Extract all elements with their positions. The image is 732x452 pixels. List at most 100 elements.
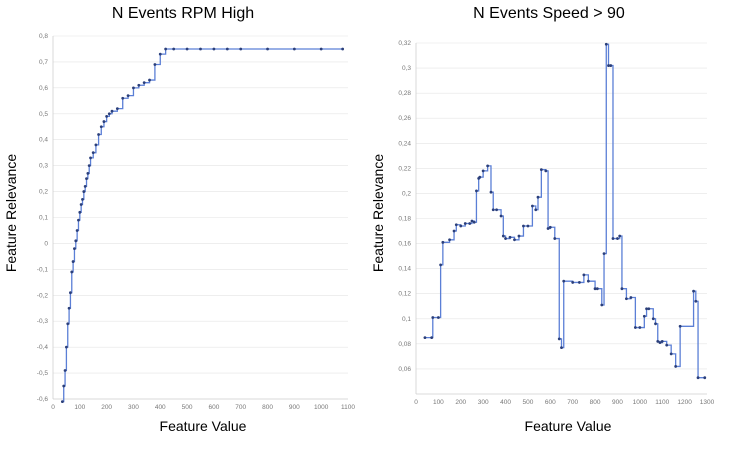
data-point	[504, 237, 507, 240]
data-point	[212, 47, 216, 51]
x-tick-label: 200	[455, 399, 466, 406]
data-point	[75, 229, 79, 232]
y-tick-label: -0,6	[37, 396, 49, 403]
data-point	[73, 247, 76, 251]
data-point	[225, 47, 229, 51]
x-tick-label: 400	[155, 404, 166, 411]
data-point	[654, 322, 657, 326]
data-point	[616, 237, 619, 240]
data-point	[452, 229, 456, 233]
data-point	[571, 281, 575, 284]
data-point	[669, 352, 673, 356]
data-point	[82, 190, 86, 193]
y-tick-label: -0,2	[37, 292, 49, 299]
data-point	[148, 78, 151, 82]
y-tick-label: -0,3	[37, 318, 49, 325]
data-point	[578, 281, 581, 284]
data-point	[609, 64, 613, 67]
data-point	[638, 326, 642, 329]
data-point	[620, 287, 624, 291]
data-point	[593, 287, 597, 291]
data-point	[423, 336, 427, 339]
data-point	[607, 64, 610, 67]
y-tick-label: 0,24	[398, 140, 411, 147]
data-point	[508, 235, 512, 239]
data-point	[692, 289, 695, 293]
y-tick-label: 0,14	[398, 266, 411, 273]
data-point	[430, 336, 434, 339]
y-tick-label: 0,12	[398, 291, 411, 298]
data-point	[665, 343, 669, 347]
data-point	[60, 400, 64, 403]
data-point	[153, 63, 157, 66]
y-tick-label: 0,26	[398, 115, 411, 122]
data-point	[557, 337, 561, 341]
data-point	[647, 307, 651, 311]
data-point	[319, 47, 323, 51]
data-point	[463, 222, 467, 225]
data-point	[472, 220, 476, 224]
y-tick-label: 0,18	[398, 216, 411, 223]
x-tick-label: 1000	[633, 399, 648, 406]
data-point	[499, 214, 503, 218]
x-axis-title: Feature Value	[159, 418, 247, 434]
y-tick-label: 0,7	[39, 59, 48, 66]
data-point	[625, 297, 628, 301]
x-tick-label: 100	[74, 404, 85, 411]
x-tick-label: 700	[235, 404, 246, 411]
data-point	[454, 223, 458, 227]
data-point	[544, 169, 548, 173]
data-point	[91, 151, 95, 155]
x-tick-label: 800	[262, 404, 273, 411]
data-point	[87, 164, 91, 168]
data-point	[74, 239, 78, 243]
data-point	[586, 279, 590, 283]
y-tick-label: 0,3	[39, 163, 48, 170]
data-point	[85, 177, 88, 181]
data-point	[531, 204, 534, 208]
chart-right-panel: N Events Speed > 90 0,06 0,08 0,1 0,12 0,14 0…	[366, 0, 732, 452]
data-point	[142, 81, 146, 85]
data-point	[703, 376, 707, 380]
x-tick-label: 500	[522, 399, 533, 406]
x-tick-label: 0	[51, 404, 55, 411]
x-tick-label: 800	[590, 399, 601, 406]
data-point	[199, 47, 202, 51]
data-point	[81, 197, 84, 201]
data-point	[121, 96, 125, 100]
y-tick-label: 0,6	[39, 85, 48, 92]
series-line	[62, 48, 343, 403]
y-tick-label: 0,8	[39, 33, 48, 40]
data-point	[70, 270, 74, 274]
y-tick-label: 0,16	[398, 241, 411, 248]
series-line	[424, 43, 705, 379]
x-tick-label: 600	[545, 399, 556, 406]
chart-title: N Events Speed > 90	[473, 5, 625, 22]
x-tick-label: 300	[128, 404, 139, 411]
data-point	[582, 273, 586, 277]
x-tick-label: 300	[478, 399, 489, 406]
data-point	[67, 306, 71, 310]
data-point	[341, 47, 345, 51]
data-point	[132, 86, 135, 90]
data-point	[600, 303, 604, 307]
data-point	[645, 307, 648, 311]
y-tick-label: 0,32	[398, 40, 411, 47]
data-point	[660, 339, 664, 343]
data-point	[548, 225, 552, 229]
y-tick-label: 0,4	[39, 137, 48, 144]
data-point	[501, 234, 505, 238]
data-point	[495, 208, 498, 212]
data-point	[534, 208, 538, 212]
data-point	[468, 222, 472, 225]
x-tick-label: 600	[208, 404, 219, 411]
data-point	[658, 341, 662, 345]
data-point	[97, 133, 100, 136]
y-tick-label: 0,2	[402, 190, 411, 197]
data-point	[674, 365, 678, 368]
y-tick-label: 0,28	[398, 90, 411, 97]
data-point	[99, 125, 103, 129]
y-tick-label: 0,22	[398, 165, 411, 172]
data-point	[102, 120, 106, 123]
x-tick-label: 900	[289, 404, 300, 411]
